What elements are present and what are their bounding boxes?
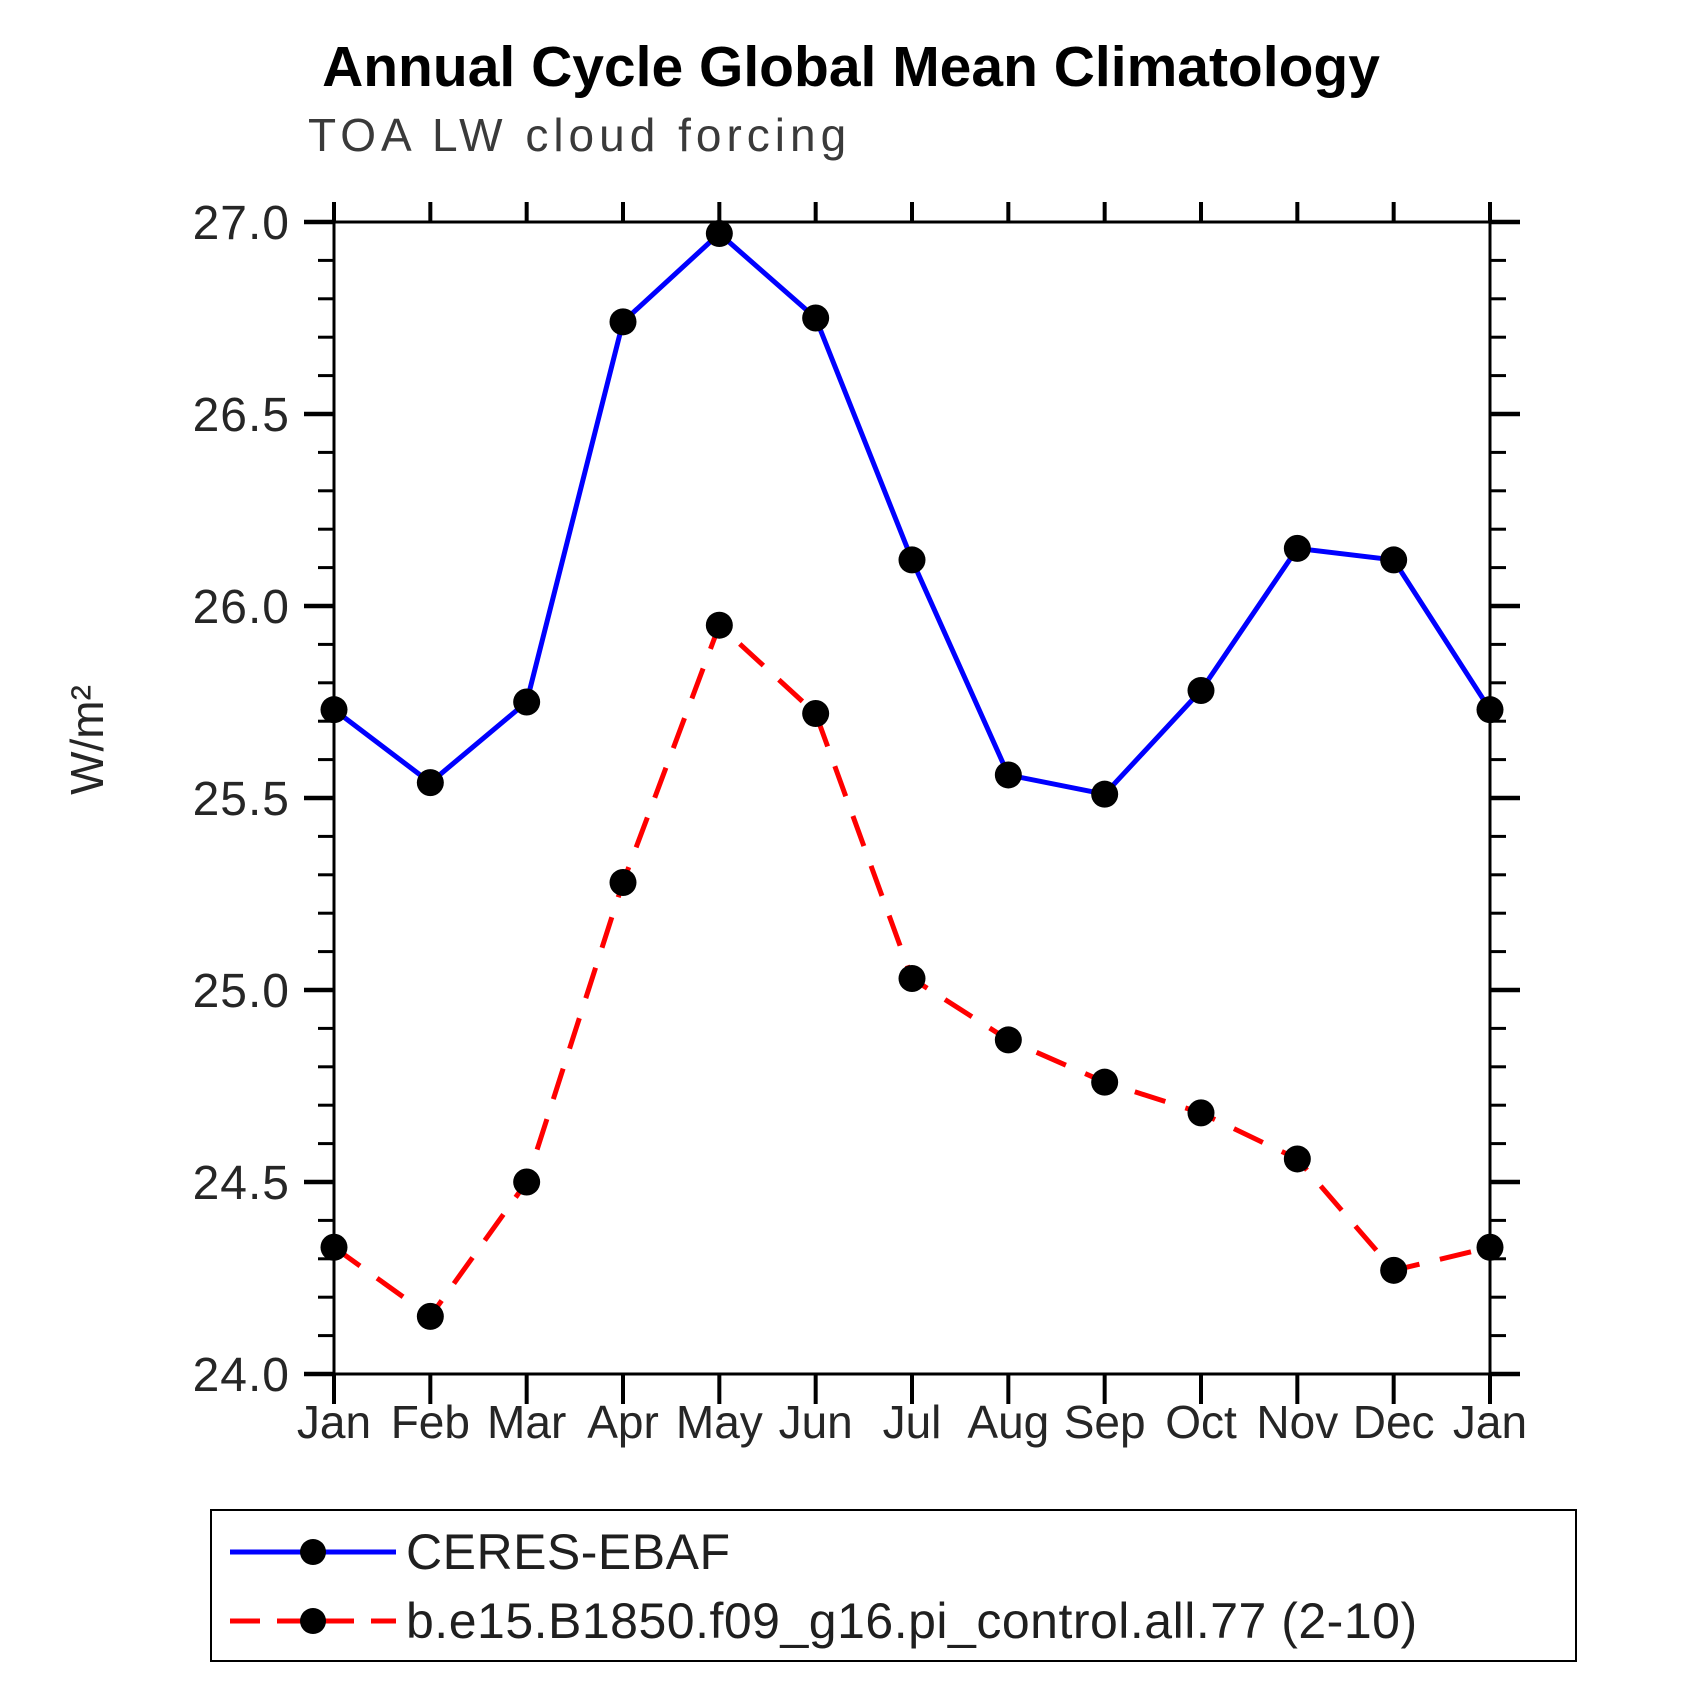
x-tick-label: Apr [587, 1396, 659, 1448]
x-tick-label: Sep [1064, 1396, 1146, 1448]
x-tick-label: Dec [1353, 1396, 1435, 1448]
y-tick-label: 26.0 [193, 581, 290, 634]
model-marker [994, 1026, 1022, 1054]
ceres-ebaf-marker [609, 308, 637, 336]
ceres-ebaf-legend-swatch [230, 1538, 396, 1565]
y-tick-label: 25.5 [193, 773, 290, 826]
model-marker [705, 611, 733, 639]
plot-frame [332, 220, 1492, 1376]
model-marker [416, 1302, 444, 1330]
model-marker [1091, 1068, 1119, 1096]
ceres-ebaf-marker [705, 220, 733, 248]
model-marker [609, 868, 637, 896]
ceres-ebaf-marker [416, 769, 444, 797]
model-legend-swatch [230, 1607, 396, 1634]
x-tick-label: Aug [967, 1396, 1049, 1448]
ceres-ebaf-marker [513, 688, 541, 716]
y-tick-label: 26.5 [193, 389, 290, 442]
legend-label-model: b.e15.B1850.f09_g16.pi_control.all.77 (2… [406, 1592, 1418, 1649]
x-tick-label: Jan [1453, 1396, 1527, 1448]
x-tick-label: Oct [1165, 1396, 1237, 1448]
y-tick-label: 24.5 [193, 1157, 290, 1210]
model-marker [898, 964, 926, 992]
y-axis-title: W/m² [61, 685, 113, 795]
ceres-ebaf-line [332, 230, 1493, 797]
y-tick-label: 25.0 [193, 965, 290, 1018]
ceres-ebaf-marker [1476, 696, 1504, 724]
model-marker [802, 700, 830, 728]
legend-row-model: b.e15.B1850.f09_g16.pi_control.all.77 (2… [228, 1586, 1575, 1655]
ceres-ebaf-marker [898, 546, 926, 574]
legend-label-ceres-ebaf: CERES-EBAF [406, 1523, 731, 1580]
legend-marker-icon [300, 1538, 326, 1565]
x-tick-label: Nov [1256, 1396, 1338, 1448]
model-marker [1187, 1099, 1215, 1127]
y-tick-label: 24.0 [193, 1349, 290, 1402]
ceres-ebaf-marker [1187, 676, 1215, 704]
ceres-ebaf-marker [1283, 534, 1311, 562]
model-marker [1380, 1256, 1408, 1284]
model-marker [1476, 1233, 1504, 1261]
x-tick-label: Jan [297, 1396, 371, 1448]
ceres-ebaf-marker [1380, 546, 1408, 574]
model-marker [320, 1233, 348, 1261]
chart-subtitle: TOA LW cloud forcing [308, 109, 852, 161]
x-tick-label: Jul [883, 1396, 942, 1448]
x-tick-label: Jun [779, 1396, 853, 1448]
legend: CERES-EBAF b.e15.B1850.f09_g16.pi_contro… [210, 1509, 1577, 1662]
ceres-ebaf-marker [1091, 780, 1119, 808]
legend-row-ceres-ebaf: CERES-EBAF [228, 1517, 1575, 1586]
model-marker [1283, 1145, 1311, 1173]
ceres-ebaf-marker [320, 696, 348, 724]
model-marker [513, 1168, 541, 1196]
ceres-ebaf-marker [802, 304, 830, 332]
chart-title: Annual Cycle Global Mean Climatology [322, 35, 1380, 99]
x-tick-label: Feb [391, 1396, 470, 1448]
ceres-ebaf-marker [994, 761, 1022, 789]
x-tick-label: May [676, 1396, 763, 1448]
legend-marker-icon [300, 1607, 326, 1634]
y-tick-label: 27.0 [193, 197, 290, 250]
x-tick-label: Mar [487, 1396, 566, 1448]
